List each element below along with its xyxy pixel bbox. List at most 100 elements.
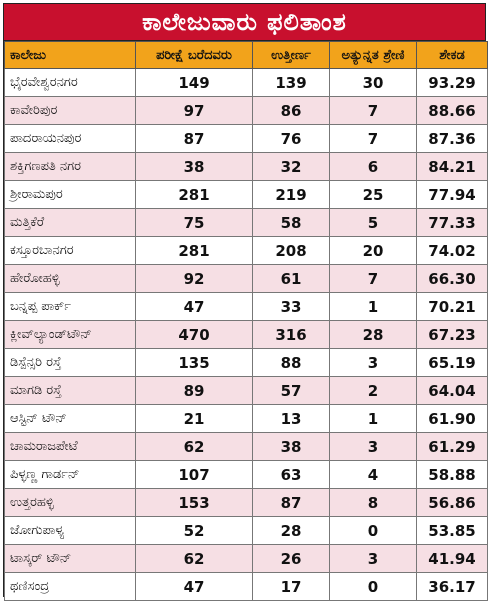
distinction-count: 4 bbox=[329, 460, 417, 489]
distinction-count: 7 bbox=[329, 264, 417, 293]
passed-count: 88 bbox=[252, 348, 330, 377]
distinction-count: 3 bbox=[329, 544, 417, 573]
header-appeared: ಪರೀಕ್ಷೆ ಬರೆದವರು bbox=[135, 41, 253, 69]
appeared-count: 281 bbox=[135, 236, 253, 265]
college-name: ಆಸ್ಟಿನ್ ಟೌನ್ bbox=[4, 404, 136, 433]
appeared-count: 107 bbox=[135, 460, 253, 489]
table-row: ಉತ್ತರಹಳ್ಳಿ 153 87 8 56.86 bbox=[4, 488, 488, 517]
college-name: ಶ್ರೀರಾಮಪುರ bbox=[4, 180, 136, 209]
college-results-table: ಕಾಲೇಜು ಪರೀಕ್ಷೆ ಬರೆದವರು ಉತ್ತೀರ್ಣ ಅತ್ಯುನ್ನ… bbox=[4, 41, 488, 601]
table-row: ಹೇರೋಹಳ್ಳಿ 92 61 7 66.30 bbox=[4, 264, 488, 293]
distinction-count: 28 bbox=[329, 320, 417, 349]
results-table-card: ಕಾಲೇಜುವಾರು ಫಲಿತಾಂಶ ಕಾಲೇಜು ಪರೀಕ್ಷೆ ಬರೆದವರ… bbox=[3, 3, 488, 601]
pass-percentage: 61.29 bbox=[416, 432, 488, 461]
pass-percentage: 65.19 bbox=[416, 348, 488, 377]
table-row: ಶ್ರೀರಾಮಪುರ 281 219 25 77.94 bbox=[4, 180, 488, 209]
pass-percentage: 36.17 bbox=[416, 572, 488, 601]
passed-count: 26 bbox=[252, 544, 330, 573]
distinction-count: 7 bbox=[329, 124, 417, 153]
college-name: ಶಕ್ತಿಗಣಪತಿ ನಗರ bbox=[4, 152, 136, 181]
pass-percentage: 88.66 bbox=[416, 96, 488, 125]
appeared-count: 153 bbox=[135, 488, 253, 517]
table-row: ಮತ್ತಿಕೆರೆ 75 58 5 77.33 bbox=[4, 208, 488, 237]
passed-count: 219 bbox=[252, 180, 330, 209]
college-name: ಜೋಗುಪಾಳ್ಯ bbox=[4, 516, 136, 545]
table-row: ಕಸ್ತೂರಬಾನಗರ 281 208 20 74.02 bbox=[4, 236, 488, 265]
passed-count: 87 bbox=[252, 488, 330, 517]
table-row: ಚಾಮರಾಜಪೇಟೆ 62 38 3 61.29 bbox=[4, 432, 488, 461]
distinction-count: 0 bbox=[329, 572, 417, 601]
pass-percentage: 77.33 bbox=[416, 208, 488, 237]
pass-percentage: 61.90 bbox=[416, 404, 488, 433]
college-name: ಪಿಳ್ಳಣ್ಣ ಗಾರ್ಡನ್ bbox=[4, 460, 136, 489]
header-distinction: ಅತ್ಯುನ್ನತ ಶ್ರೇಣಿ bbox=[329, 41, 417, 69]
passed-count: 28 bbox=[252, 516, 330, 545]
appeared-count: 47 bbox=[135, 572, 253, 601]
table-row: ಜೋಗುಪಾಳ್ಯ 52 28 0 53.85 bbox=[4, 516, 488, 545]
distinction-count: 3 bbox=[329, 348, 417, 377]
distinction-count: 8 bbox=[329, 488, 417, 517]
passed-count: 208 bbox=[252, 236, 330, 265]
table-title: ಕಾಲೇಜುವಾರು ಫಲಿತಾಂಶ bbox=[4, 4, 485, 41]
college-name: ಡಿಸ್ಪೆನ್ಸರಿ ರಸ್ತೆ bbox=[4, 348, 136, 377]
distinction-count: 0 bbox=[329, 516, 417, 545]
table-row: ಕ್ಲೀವ್‌ಲ್ಯಾಂಡ್‌ಟೌನ್ 470 316 28 67.23 bbox=[4, 320, 488, 349]
college-name: ಬನ್ನಪ್ಪ ಪಾರ್ಕ್ bbox=[4, 292, 136, 321]
appeared-count: 47 bbox=[135, 292, 253, 321]
passed-count: 76 bbox=[252, 124, 330, 153]
passed-count: 58 bbox=[252, 208, 330, 237]
pass-percentage: 93.29 bbox=[416, 68, 488, 97]
table-row: ಥಣಿಸಂದ್ರ 47 17 0 36.17 bbox=[4, 572, 488, 601]
appeared-count: 75 bbox=[135, 208, 253, 237]
table-row: ಪಾದರಾಯನಪುರ 87 76 7 87.36 bbox=[4, 124, 488, 153]
passed-count: 63 bbox=[252, 460, 330, 489]
pass-percentage: 53.85 bbox=[416, 516, 488, 545]
table-body: ಭೈರವೇಶ್ವರನಗರ 149 139 30 93.29 ಕಾವೇರಿಪುರ 97 86 7 8… bbox=[4, 68, 488, 601]
pass-percentage: 84.21 bbox=[416, 152, 488, 181]
college-name: ಥಣಿಸಂದ್ರ bbox=[4, 572, 136, 601]
passed-count: 316 bbox=[252, 320, 330, 349]
appeared-count: 97 bbox=[135, 96, 253, 125]
college-name: ಚಾಮರಾಜಪೇಟೆ bbox=[4, 432, 136, 461]
college-name: ಪಾದರಾಯನಪುರ bbox=[4, 124, 136, 153]
college-name: ಟಾಸ್ಕರ್ ಟೌನ್ bbox=[4, 544, 136, 573]
passed-count: 17 bbox=[252, 572, 330, 601]
pass-percentage: 87.36 bbox=[416, 124, 488, 153]
pass-percentage: 67.23 bbox=[416, 320, 488, 349]
header-percentage: ಶೇಕಡ bbox=[416, 41, 488, 69]
college-name: ಉತ್ತರಹಳ್ಳಿ bbox=[4, 488, 136, 517]
table-row: ಕಾವೇರಿಪುರ 97 86 7 88.66 bbox=[4, 96, 488, 125]
pass-percentage: 70.21 bbox=[416, 292, 488, 321]
table-row: ಪಿಳ್ಳಣ್ಣ ಗಾರ್ಡನ್ 107 63 4 58.88 bbox=[4, 460, 488, 489]
pass-percentage: 41.94 bbox=[416, 544, 488, 573]
distinction-count: 2 bbox=[329, 376, 417, 405]
header-passed: ಉತ್ತೀರ್ಣ bbox=[252, 41, 330, 69]
appeared-count: 149 bbox=[135, 68, 253, 97]
pass-percentage: 64.04 bbox=[416, 376, 488, 405]
header-college: ಕಾಲೇಜು bbox=[4, 41, 136, 69]
table-row: ಶಕ್ತಿಗಣಪತಿ ನಗರ 38 32 6 84.21 bbox=[4, 152, 488, 181]
appeared-count: 62 bbox=[135, 544, 253, 573]
table-row: ಬನ್ನಪ್ಪ ಪಾರ್ಕ್ 47 33 1 70.21 bbox=[4, 292, 488, 321]
college-name: ಕಸ್ತೂರಬಾನಗರ bbox=[4, 236, 136, 265]
passed-count: 32 bbox=[252, 152, 330, 181]
passed-count: 61 bbox=[252, 264, 330, 293]
pass-percentage: 58.88 bbox=[416, 460, 488, 489]
table-row: ಡಿಸ್ಪೆನ್ಸರಿ ರಸ್ತೆ 135 88 3 65.19 bbox=[4, 348, 488, 377]
college-name: ಕಾವೇರಿಪುರ bbox=[4, 96, 136, 125]
pass-percentage: 74.02 bbox=[416, 236, 488, 265]
appeared-count: 87 bbox=[135, 124, 253, 153]
table-row: ಆಸ್ಟಿನ್ ಟೌನ್ 21 13 1 61.90 bbox=[4, 404, 488, 433]
appeared-count: 52 bbox=[135, 516, 253, 545]
appeared-count: 62 bbox=[135, 432, 253, 461]
appeared-count: 89 bbox=[135, 376, 253, 405]
pass-percentage: 77.94 bbox=[416, 180, 488, 209]
distinction-count: 20 bbox=[329, 236, 417, 265]
college-name: ಮಾಗಡಿ ರಸ್ತೆ bbox=[4, 376, 136, 405]
college-name: ಹೇರೋಹಳ್ಳಿ bbox=[4, 264, 136, 293]
college-name: ಭೈರವೇಶ್ವರನಗರ bbox=[4, 68, 136, 97]
distinction-count: 7 bbox=[329, 96, 417, 125]
distinction-count: 1 bbox=[329, 404, 417, 433]
college-name: ಕ್ಲೀವ್‌ಲ್ಯಾಂಡ್‌ಟೌನ್ bbox=[4, 320, 136, 349]
header-row: ಕಾಲೇಜು ಪರೀಕ್ಷೆ ಬರೆದವರು ಉತ್ತೀರ್ಣ ಅತ್ಯುನ್ನ… bbox=[4, 41, 488, 69]
